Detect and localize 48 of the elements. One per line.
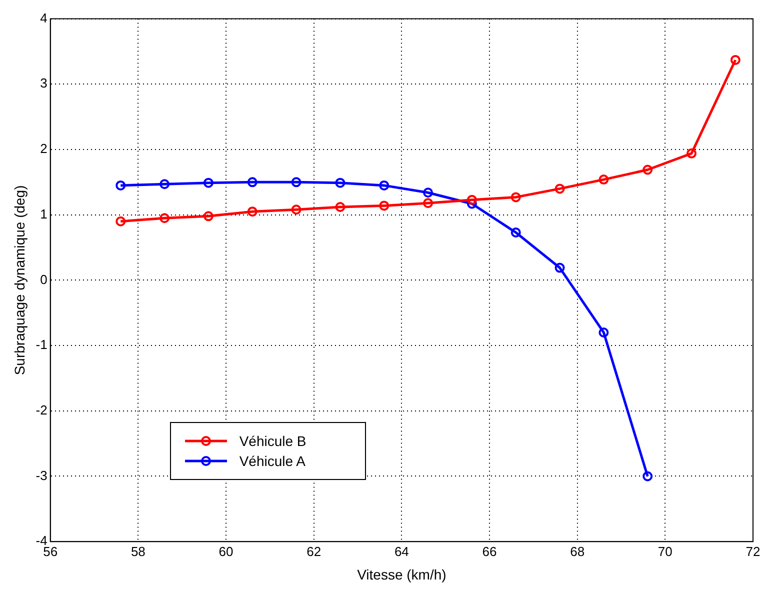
point xyxy=(554,262,565,273)
point xyxy=(335,178,346,188)
point xyxy=(598,327,609,338)
point xyxy=(730,54,740,65)
y-tick-label: 4 xyxy=(40,10,48,26)
x-tick-label: 72 xyxy=(746,544,760,559)
point xyxy=(160,213,170,224)
x-axis-title: Vitesse (km/h) xyxy=(357,566,446,582)
point xyxy=(423,198,434,208)
y-tick-label: 2 xyxy=(40,141,48,156)
point xyxy=(160,179,170,190)
x-tick-label: 60 xyxy=(218,544,234,559)
x-tick-label: 68 xyxy=(570,544,585,559)
y-tick-label: 1 xyxy=(40,206,48,222)
y-tick-label: -2 xyxy=(36,402,48,418)
point xyxy=(379,200,390,211)
point xyxy=(203,178,214,188)
point xyxy=(554,184,565,194)
point xyxy=(116,180,126,190)
x-tick-label: 62 xyxy=(306,544,322,559)
point xyxy=(291,177,302,188)
x-tick-label: 66 xyxy=(482,544,497,559)
point xyxy=(379,180,390,190)
legend-label: Véhicule A xyxy=(239,452,306,469)
point xyxy=(247,177,258,188)
point xyxy=(466,194,477,205)
y-tick-label: -1 xyxy=(36,337,48,352)
point xyxy=(510,227,521,238)
point xyxy=(423,188,434,198)
point xyxy=(203,211,214,222)
point xyxy=(598,174,609,185)
legend-label: Véhicule B xyxy=(239,432,306,449)
y-tick-label: -3 xyxy=(36,468,48,483)
point xyxy=(335,202,346,212)
point xyxy=(291,204,302,215)
point xyxy=(116,216,126,226)
x-tick-label: 58 xyxy=(130,544,146,559)
point xyxy=(510,192,521,202)
y-tick-label: 3 xyxy=(40,76,48,91)
point xyxy=(642,164,653,175)
y-tick-label: 0 xyxy=(40,272,48,287)
point xyxy=(686,148,697,158)
point xyxy=(247,206,258,217)
point xyxy=(642,471,653,482)
x-tick-label: 70 xyxy=(658,544,672,559)
point xyxy=(466,198,477,209)
x-tick-label: 64 xyxy=(394,544,409,559)
y-axis-title: Surbraquage dynamique (deg) xyxy=(11,185,28,376)
